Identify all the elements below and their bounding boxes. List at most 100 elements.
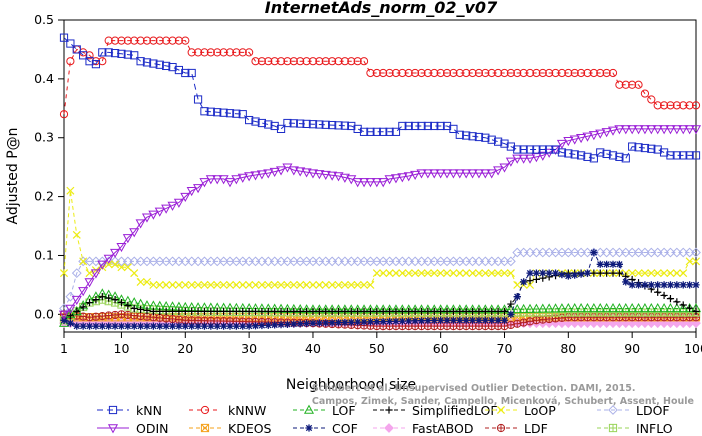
point-cof-50	[373, 318, 381, 326]
point-knnw-29	[238, 48, 247, 57]
point-simplifiedlof-25	[213, 307, 221, 315]
point-loop-23	[200, 280, 209, 289]
point-cof-95	[660, 281, 668, 289]
point-loop-63	[455, 269, 464, 278]
point-simplifiedlof-47	[354, 307, 362, 315]
point-ldof-10	[116, 256, 127, 267]
point-ldof-94	[652, 247, 663, 258]
series-ldf	[59, 310, 701, 331]
point-odin-59	[429, 169, 440, 179]
point-odin-23	[199, 178, 210, 188]
point-ldof-20	[180, 256, 191, 267]
point-odin-8	[103, 254, 114, 264]
point-simplifiedlof-86	[603, 269, 611, 277]
point-simplifiedlof-13	[137, 305, 145, 314]
point-simplifiedlof-43	[328, 307, 336, 315]
point-cof-79	[558, 271, 566, 279]
point-simplifiedlof-17	[162, 307, 170, 315]
point-loop-47	[353, 280, 362, 289]
legend-marker-shape-cof	[305, 424, 313, 432]
point-knnw-50	[372, 68, 381, 78]
point-lof-91	[633, 303, 644, 313]
point-knnw-95	[659, 101, 669, 110]
point-simplifiedlof-62	[449, 307, 458, 315]
point-lof-83	[582, 303, 593, 313]
point-knn-96	[666, 151, 675, 160]
point-ldof-75	[531, 247, 542, 258]
point-simplifiedlof-55	[405, 307, 413, 315]
point-ldof-32	[256, 256, 267, 267]
point-knnw-37	[289, 57, 298, 66]
point-ldof-21	[186, 256, 197, 267]
point-ldof-46	[346, 256, 357, 267]
point-simplifiedlof-50	[373, 307, 381, 315]
point-knnw-44	[334, 57, 343, 66]
point-knn-58	[423, 121, 432, 131]
point-loop-95	[660, 269, 669, 278]
point-fastabod-79	[557, 318, 567, 329]
point-odin-19	[173, 198, 184, 208]
point-odin-30	[244, 172, 255, 182]
point-odin-12	[129, 228, 140, 238]
point-odin-55	[403, 172, 414, 182]
point-ldof-40	[308, 256, 318, 267]
point-knnw-61	[442, 68, 452, 78]
point-odin-94	[652, 125, 663, 135]
point-loop-52	[385, 269, 394, 278]
point-cof-42	[322, 319, 330, 327]
legend-marker-shape-knn	[108, 405, 118, 415]
point-knn-71	[506, 142, 515, 151]
legend-swatch-ldof	[597, 405, 629, 415]
legend-swatch-lof	[293, 404, 325, 414]
point-odin-3	[71, 295, 82, 306]
point-loop-64	[462, 269, 471, 278]
point-knn-85	[596, 148, 605, 157]
y-tick-label-5: 0.5	[34, 12, 54, 27]
point-ldof-38	[295, 256, 306, 267]
point-odin-5	[84, 278, 95, 288]
point-ldof-29	[237, 256, 248, 267]
point-cof-60	[437, 316, 445, 324]
point-cof-1	[60, 316, 68, 324]
point-knn-99	[685, 151, 694, 160]
point-knnw-54	[398, 68, 407, 78]
point-lof-96	[665, 303, 676, 313]
legend-marker-shape-lof	[303, 404, 315, 414]
point-knnw-98	[679, 101, 688, 110]
point-knn-82	[576, 151, 586, 160]
point-knnw-85	[596, 68, 605, 78]
point-ldof-58	[422, 256, 433, 267]
point-simplifiedlof-8	[105, 294, 113, 302]
legend-marker-knn	[108, 405, 118, 415]
point-simplifiedlof-87	[609, 269, 617, 277]
legend-item-lof: LOF	[292, 402, 356, 418]
point-simplifiedlof-45	[341, 307, 349, 315]
point-odin-76	[537, 151, 548, 161]
point-loop-30	[245, 280, 254, 289]
point-ldof-79	[557, 247, 567, 258]
point-knnw-59	[430, 68, 439, 78]
point-odin-41	[314, 170, 325, 180]
point-knn-13	[136, 57, 145, 66]
point-loop-60	[436, 269, 445, 278]
point-loop-74	[525, 280, 535, 289]
point-ldof-54	[397, 256, 408, 267]
point-odin-61	[441, 169, 453, 179]
point-knn-19	[174, 65, 184, 75]
point-ldof-99	[684, 247, 695, 258]
point-loop-66	[474, 269, 483, 278]
point-simplifiedlof-15	[149, 307, 157, 315]
point-simplifiedlof-51	[379, 307, 387, 315]
point-simplifiedlof-56	[411, 307, 419, 315]
legend-marker-shape-inflo	[608, 423, 618, 433]
point-ldof-80	[563, 247, 574, 258]
point-cof-14	[143, 322, 151, 330]
point-odin-33	[263, 169, 274, 179]
point-ldof-59	[429, 256, 440, 267]
point-knnw-7	[98, 57, 107, 66]
point-knnw-65	[468, 68, 477, 78]
x-tick-label-2: 20	[177, 341, 193, 356]
point-lof-90	[627, 303, 638, 313]
legend-marker-simplifiedlof	[385, 406, 393, 414]
